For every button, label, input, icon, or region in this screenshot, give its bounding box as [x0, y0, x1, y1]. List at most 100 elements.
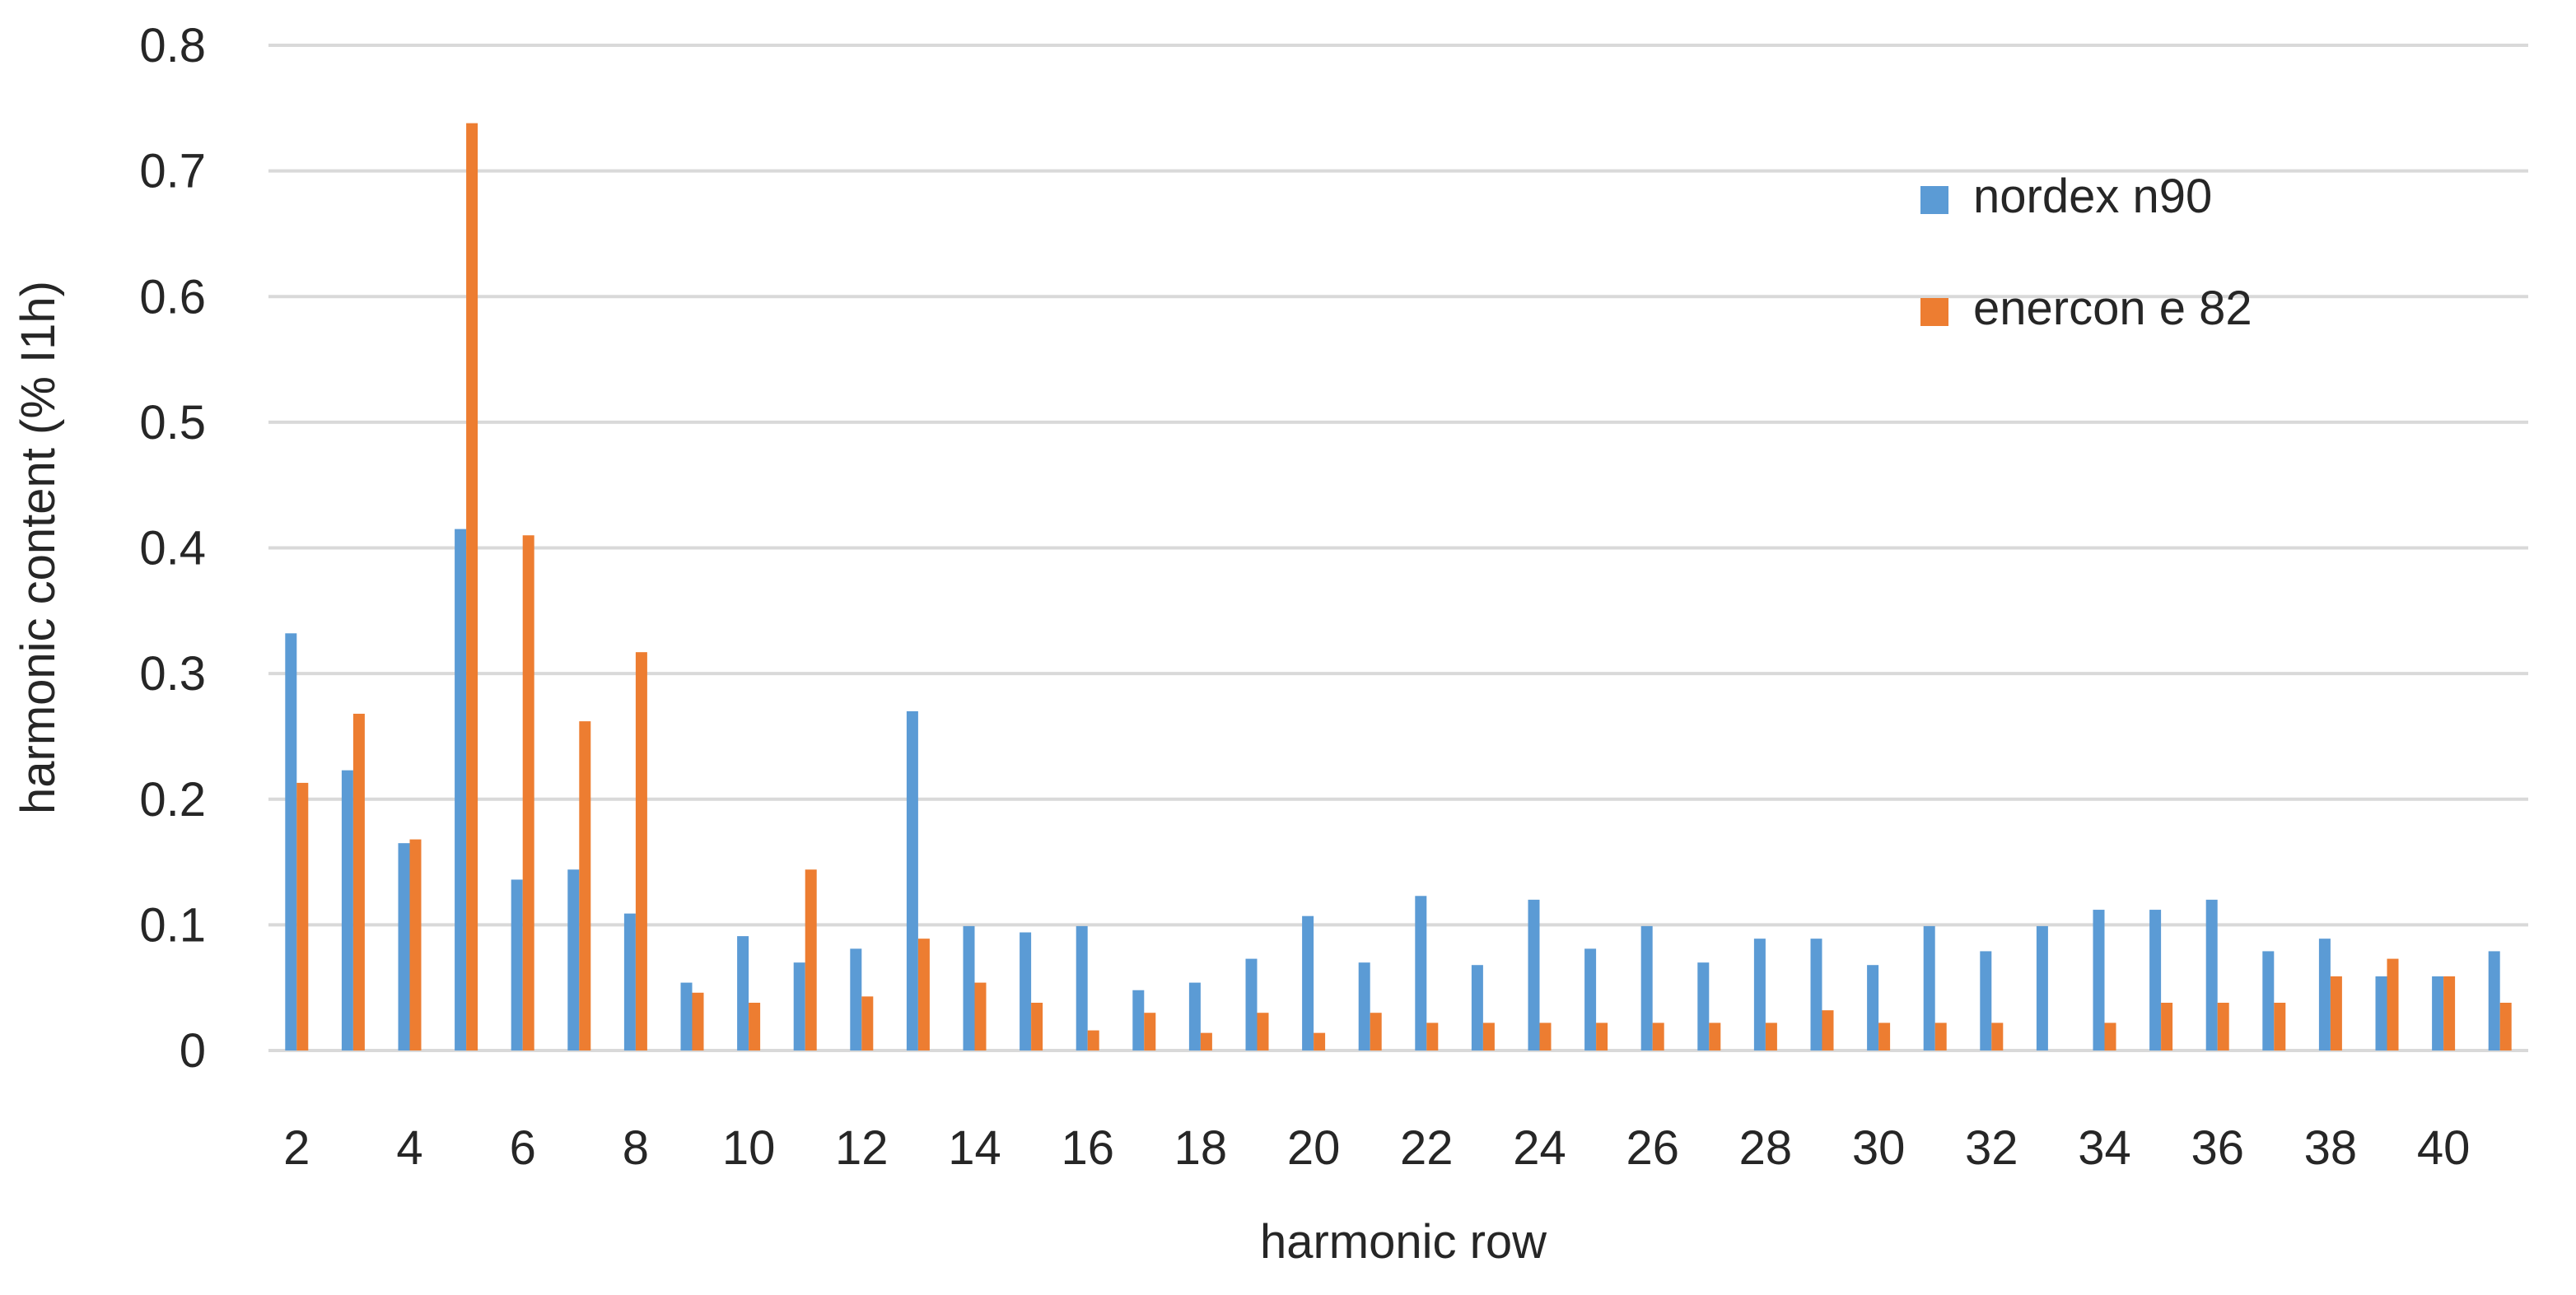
bar-enercon-e-82-41	[2499, 1003, 2512, 1050]
bar-enercon-e-82-10	[749, 1003, 761, 1050]
bar-nordex-n90-29	[1810, 939, 1822, 1050]
bar-enercon-e-82-9	[692, 992, 704, 1050]
bar-enercon-e-82-13	[917, 939, 930, 1050]
bar-nordex-n90-36	[2205, 899, 2218, 1050]
legend-swatch	[1920, 298, 1948, 326]
bar-enercon-e-82-20	[1314, 1032, 1326, 1050]
bar-nordex-n90-14	[963, 925, 975, 1050]
bar-enercon-e-82-8	[635, 652, 647, 1050]
bar-nordex-n90-30	[1867, 965, 1879, 1050]
bar-enercon-e-82-29	[1822, 1010, 1834, 1050]
y-tick-label: 0.8	[139, 19, 206, 72]
bar-nordex-n90-25	[1584, 948, 1597, 1050]
bar-enercon-e-82-24	[1539, 1022, 1552, 1050]
y-tick-label: 0.2	[139, 773, 206, 827]
x-tick-label: 18	[1174, 1121, 1228, 1175]
bar-enercon-e-82-35	[2161, 1003, 2173, 1050]
bar-nordex-n90-31	[1923, 925, 1935, 1050]
bar-enercon-e-82-3	[352, 713, 365, 1050]
bar-enercon-e-82-28	[1765, 1022, 1777, 1050]
bar-nordex-n90-24	[1528, 899, 1540, 1050]
axes: 00.10.20.30.40.50.60.70.82 4 6 8 10 12 14 16 18 2…	[139, 19, 2470, 1175]
bar-enercon-e-82-11	[805, 869, 817, 1050]
bar-enercon-e-82-30	[1878, 1022, 1891, 1050]
bar-nordex-n90-19	[1245, 958, 1258, 1050]
bar-enercon-e-82-6	[522, 535, 534, 1050]
bar-enercon-e-82-21	[1370, 1013, 1382, 1050]
x-tick-label: 12	[835, 1121, 889, 1175]
bar-enercon-e-82-4	[409, 839, 422, 1050]
y-tick-label: 0.4	[139, 522, 206, 575]
x-tick-label: 24	[1513, 1121, 1566, 1175]
bar-enercon-e-82-23	[1482, 1022, 1495, 1050]
bar-nordex-n90-18	[1188, 982, 1201, 1050]
legend-label: enercon e 82	[1973, 282, 2252, 335]
bar-enercon-e-82-19	[1257, 1013, 1269, 1050]
bar-nordex-n90-23	[1471, 965, 1483, 1050]
bar-nordex-n90-7	[567, 869, 580, 1050]
bars	[285, 123, 2512, 1051]
bar-enercon-e-82-31	[1934, 1022, 1947, 1050]
bar-nordex-n90-8	[623, 913, 636, 1050]
bar-enercon-e-82-26	[1652, 1022, 1664, 1050]
y-tick-label: 0	[180, 1024, 206, 1078]
bar-nordex-n90-12	[850, 948, 862, 1050]
bar-nordex-n90-33	[2036, 925, 2048, 1050]
x-axis-label: harmonic row	[1260, 1215, 1547, 1269]
bar-nordex-n90-32	[1980, 951, 1992, 1050]
bar-enercon-e-82-2	[296, 782, 309, 1050]
y-tick-label: 0.6	[139, 270, 206, 324]
bar-nordex-n90-3	[341, 770, 353, 1050]
y-axis-label: harmonic content (% I1h)	[12, 281, 65, 814]
x-tick-label: 28	[1739, 1121, 1793, 1175]
bar-nordex-n90-16	[1076, 925, 1088, 1050]
bar-enercon-e-82-27	[1709, 1022, 1721, 1050]
x-tick-label: 26	[1626, 1121, 1679, 1175]
bar-enercon-e-82-32	[1991, 1022, 2004, 1050]
bar-enercon-e-82-15	[1031, 1003, 1043, 1050]
bar-nordex-n90-17	[1132, 990, 1145, 1050]
bar-nordex-n90-22	[1415, 896, 1427, 1050]
x-tick-label: 34	[2078, 1121, 2131, 1175]
bar-enercon-e-82-37	[2274, 1003, 2286, 1050]
x-tick-label: 6	[510, 1121, 536, 1175]
x-tick-label: 40	[2417, 1121, 2471, 1175]
bar-nordex-n90-35	[2149, 910, 2162, 1050]
bar-nordex-n90-2	[285, 633, 297, 1050]
bar-enercon-e-82-17	[1144, 1013, 1156, 1050]
x-tick-label: 8	[623, 1121, 649, 1175]
x-tick-label: 4	[396, 1121, 422, 1175]
x-tick-label: 14	[948, 1121, 1001, 1175]
bar-nordex-n90-37	[2262, 951, 2275, 1050]
bar-nordex-n90-26	[1640, 925, 1653, 1050]
bar-nordex-n90-4	[398, 843, 410, 1050]
y-tick-label: 0.1	[139, 898, 206, 952]
y-tick-label: 0.3	[139, 647, 206, 701]
bar-nordex-n90-28	[1753, 939, 1766, 1050]
bar-nordex-n90-9	[680, 982, 693, 1050]
x-tick-label: 22	[1400, 1121, 1454, 1175]
bar-enercon-e-82-18	[1200, 1032, 1212, 1050]
bar-enercon-e-82-40	[2443, 976, 2456, 1050]
bar-enercon-e-82-36	[2217, 1003, 2229, 1050]
legend: nordex n90 enercon e 82	[1920, 170, 2252, 335]
x-tick-label: 36	[2191, 1121, 2244, 1175]
bar-nordex-n90-10	[737, 936, 749, 1050]
y-tick-label: 0.5	[139, 396, 206, 450]
bar-nordex-n90-20	[1302, 915, 1314, 1050]
bar-nordex-n90-34	[2093, 910, 2105, 1050]
legend-label: nordex n90	[1973, 170, 2212, 223]
bar-enercon-e-82-38	[2330, 976, 2342, 1050]
x-tick-label: 30	[1852, 1121, 1906, 1175]
bar-nordex-n90-39	[2375, 976, 2387, 1050]
x-tick-label: 38	[2304, 1121, 2358, 1175]
bar-enercon-e-82-39	[2387, 958, 2399, 1050]
bar-nordex-n90-6	[511, 879, 523, 1050]
legend-swatch	[1920, 186, 1948, 214]
bar-nordex-n90-40	[2432, 976, 2444, 1050]
bar-nordex-n90-21	[1358, 962, 1370, 1050]
bar-enercon-e-82-34	[2104, 1022, 2116, 1050]
bar-enercon-e-82-5	[466, 123, 478, 1051]
